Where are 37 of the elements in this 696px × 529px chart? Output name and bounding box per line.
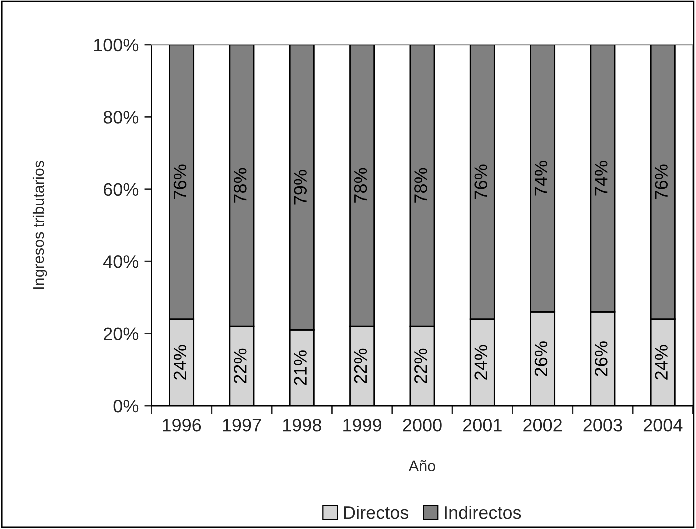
x-tick-label: 2004: [644, 418, 683, 432]
x-tick-label: 2002: [524, 418, 562, 432]
data-label: 24%: [474, 345, 488, 380]
data-label: 76%: [655, 164, 668, 200]
x-tick-label: 2003: [584, 418, 622, 432]
data-label: 74%: [534, 161, 548, 196]
y-axis-title: Ingresos tributarios: [32, 161, 48, 290]
x-tick-label: 2001: [463, 418, 502, 432]
y-tick-label: 20%: [104, 328, 139, 341]
data-label: 22%: [354, 348, 368, 384]
legend-label: Directos: [344, 506, 409, 520]
data-label: 74%: [595, 161, 608, 196]
x-tick-label: 1997: [223, 418, 262, 432]
legend-label: Indirectos: [445, 506, 522, 520]
data-label: 26%: [534, 342, 548, 376]
data-label: 22%: [414, 348, 428, 384]
x-tick-label: 2000: [403, 418, 442, 432]
data-label: 76%: [474, 164, 488, 200]
data-label: 79%: [294, 170, 307, 205]
y-tick-label: 0%: [114, 400, 139, 413]
y-tick-label: 100%: [94, 38, 139, 52]
data-label: 26%: [595, 342, 608, 376]
data-label: 78%: [234, 168, 247, 203]
y-tick-label: 60%: [104, 183, 139, 196]
x-tick-label: 1999: [344, 418, 382, 432]
data-label: 24%: [174, 345, 187, 380]
y-tick-label: 40%: [104, 256, 139, 268]
data-label: 76%: [174, 164, 187, 200]
data-label: 21%: [294, 350, 307, 386]
data-label: 78%: [414, 168, 428, 203]
data-label: 22%: [234, 348, 247, 384]
x-tick-label: 1998: [283, 418, 322, 432]
data-label: 24%: [655, 345, 668, 380]
y-tick-label: 80%: [104, 111, 139, 124]
x-axis-title: Año: [408, 460, 436, 472]
x-tick-label: 1996: [163, 418, 202, 432]
data-label: 78%: [354, 168, 368, 203]
